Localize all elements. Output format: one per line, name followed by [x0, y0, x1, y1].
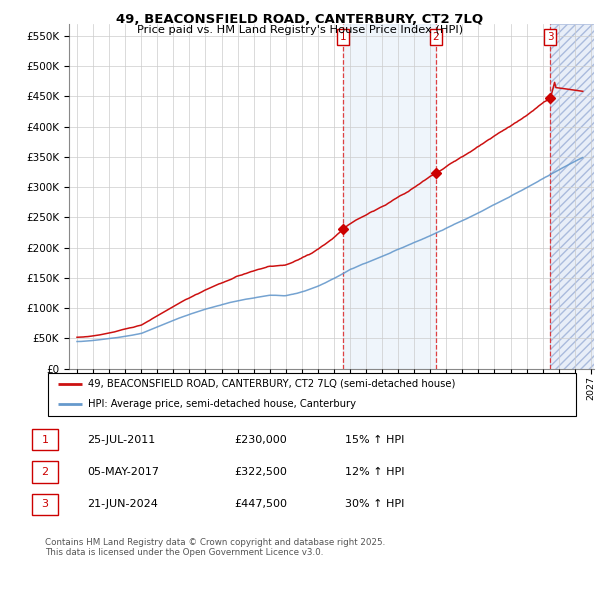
- Text: 3: 3: [41, 500, 49, 509]
- Bar: [550, 24, 594, 369]
- Text: HPI: Average price, semi-detached house, Canterbury: HPI: Average price, semi-detached house,…: [88, 399, 356, 409]
- Text: 12% ↑ HPI: 12% ↑ HPI: [345, 467, 404, 477]
- Text: 1: 1: [340, 32, 346, 42]
- Text: 21-JUN-2024: 21-JUN-2024: [87, 500, 158, 509]
- Text: £447,500: £447,500: [234, 500, 287, 509]
- Text: 15% ↑ HPI: 15% ↑ HPI: [345, 435, 404, 444]
- Text: 1: 1: [41, 435, 49, 444]
- Text: 49, BEACONSFIELD ROAD, CANTERBURY, CT2 7LQ: 49, BEACONSFIELD ROAD, CANTERBURY, CT2 7…: [116, 13, 484, 26]
- Text: 49, BEACONSFIELD ROAD, CANTERBURY, CT2 7LQ (semi-detached house): 49, BEACONSFIELD ROAD, CANTERBURY, CT2 7…: [88, 379, 455, 389]
- Text: 2: 2: [41, 467, 49, 477]
- Text: 3: 3: [547, 32, 553, 42]
- Text: 2: 2: [433, 32, 439, 42]
- Text: 30% ↑ HPI: 30% ↑ HPI: [345, 500, 404, 509]
- Text: Price paid vs. HM Land Registry's House Price Index (HPI): Price paid vs. HM Land Registry's House …: [137, 25, 463, 35]
- Text: £322,500: £322,500: [234, 467, 287, 477]
- Text: Contains HM Land Registry data © Crown copyright and database right 2025.
This d: Contains HM Land Registry data © Crown c…: [45, 538, 385, 558]
- Text: 05-MAY-2017: 05-MAY-2017: [87, 467, 159, 477]
- Text: £230,000: £230,000: [234, 435, 287, 444]
- Bar: [550, 24, 594, 369]
- Text: 25-JUL-2011: 25-JUL-2011: [87, 435, 155, 444]
- Bar: [343, 24, 436, 369]
